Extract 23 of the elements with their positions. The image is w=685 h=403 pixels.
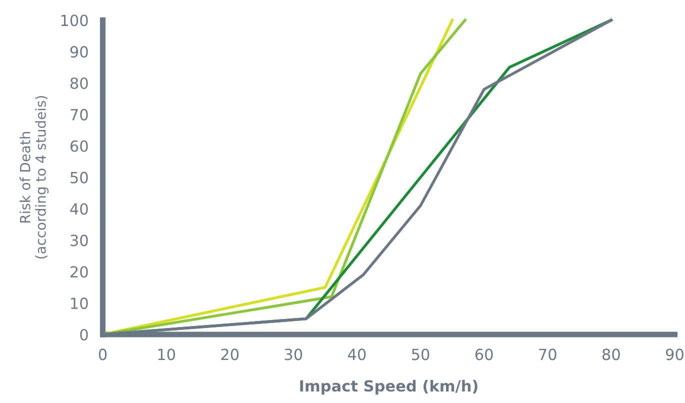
y-tick-label: 90: [70, 46, 88, 58]
y-tick-label: 30: [70, 234, 88, 246]
y-tick-label: 50: [70, 172, 88, 184]
y-tick-label: 60: [70, 140, 88, 152]
x-tick-label: 60: [475, 348, 493, 360]
y-tick-label: 20: [70, 266, 88, 278]
y-tick-label: 100: [61, 14, 88, 26]
x-axis-title: Impact Speed (km/h): [300, 380, 478, 395]
y-tick-label: 80: [70, 77, 88, 90]
x-tick-label: 20: [221, 348, 239, 360]
x-tick-label: 50: [412, 348, 430, 360]
x-tick-label: 90: [666, 348, 684, 360]
y-tick-label: 10: [71, 298, 88, 310]
x-tick-label: 70: [539, 348, 556, 360]
x-tick-label: 0: [98, 348, 107, 360]
y-axis-title: Risk of Death (according to 4 studeis): [20, 96, 49, 259]
y-tick-label: 0: [80, 328, 88, 341]
y-tick-label: 40: [70, 203, 88, 215]
y-tick-label: 70: [70, 108, 88, 120]
x-tick-label: 10: [158, 348, 176, 360]
x-tick-label: 40: [348, 348, 366, 360]
x-tick-label: 80: [602, 348, 620, 360]
x-tick-label: 30: [284, 348, 302, 360]
